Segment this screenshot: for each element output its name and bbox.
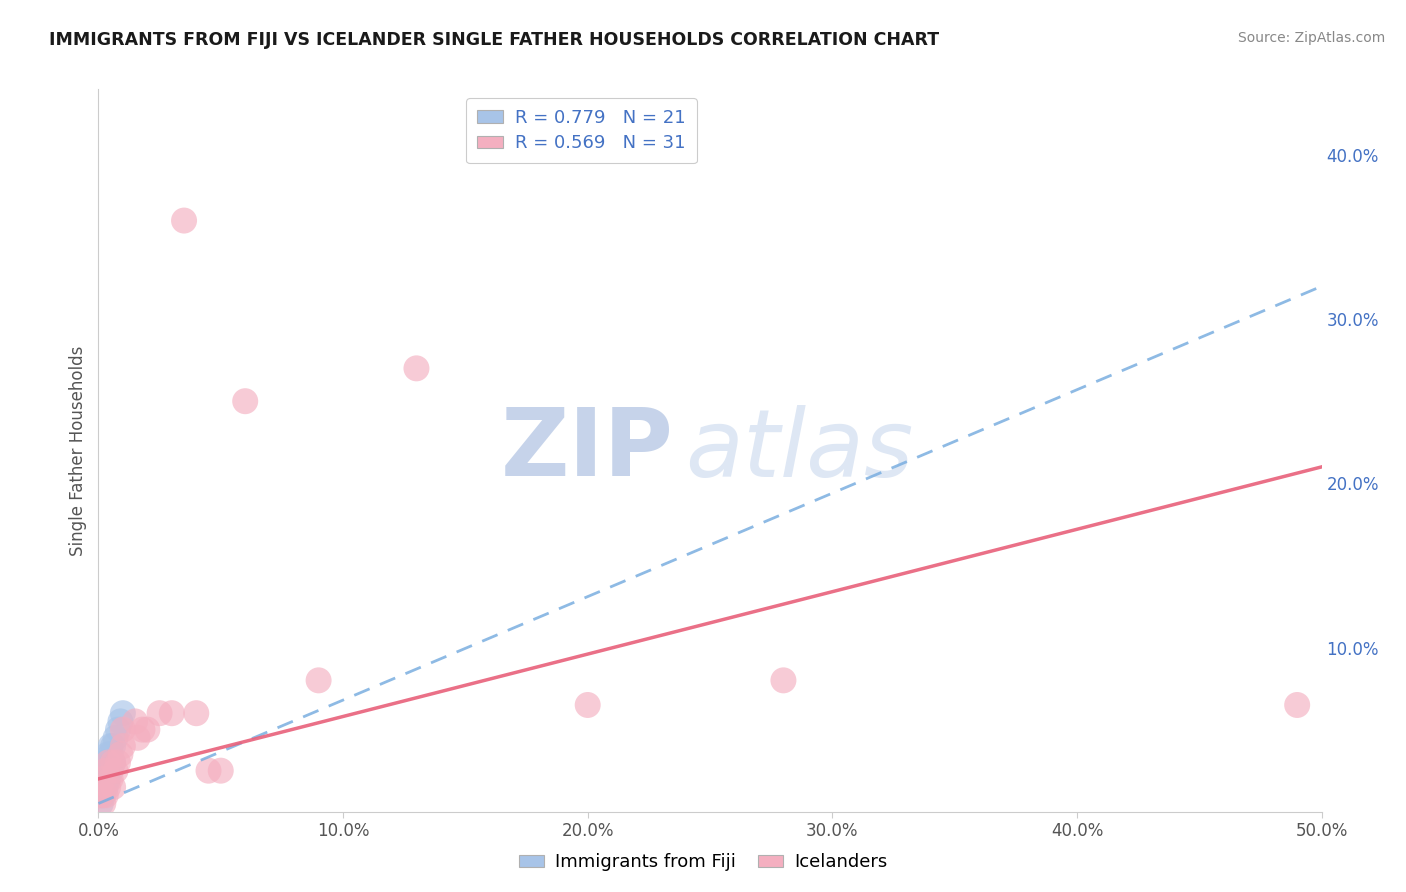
Y-axis label: Single Father Households: Single Father Households <box>69 345 87 556</box>
Point <box>100 747 122 762</box>
Point <box>101 756 124 770</box>
Point <box>772 673 794 688</box>
Point <box>233 394 256 409</box>
Point <box>124 714 146 729</box>
Point <box>110 747 132 762</box>
Point <box>90 789 112 803</box>
Point <box>576 698 599 712</box>
Point <box>149 706 172 721</box>
Point <box>197 764 219 778</box>
Point <box>100 772 122 786</box>
Point <box>94 756 117 770</box>
Text: Source: ZipAtlas.com: Source: ZipAtlas.com <box>1237 31 1385 45</box>
Point <box>111 739 134 753</box>
Point <box>94 780 117 794</box>
Point <box>107 756 129 770</box>
Point <box>97 756 120 770</box>
Legend: Immigrants from Fiji, Icelanders: Immigrants from Fiji, Icelanders <box>512 847 894 879</box>
Point <box>101 780 124 794</box>
Point <box>97 747 120 762</box>
Point <box>91 772 114 786</box>
Point <box>104 731 127 745</box>
Point <box>131 723 153 737</box>
Point <box>97 756 120 770</box>
Point <box>100 739 122 753</box>
Point <box>90 797 112 811</box>
Text: atlas: atlas <box>686 405 914 496</box>
Point <box>91 772 114 786</box>
Point <box>94 764 117 778</box>
Point <box>209 764 232 778</box>
Point <box>308 673 330 688</box>
Point <box>111 723 134 737</box>
Point <box>100 764 122 778</box>
Legend: R = 0.779   N = 21, R = 0.569   N = 31: R = 0.779 N = 21, R = 0.569 N = 31 <box>467 98 697 163</box>
Point <box>186 706 208 721</box>
Point <box>160 706 183 721</box>
Point <box>1286 698 1309 712</box>
Point <box>94 764 117 778</box>
Text: IMMIGRANTS FROM FIJI VS ICELANDER SINGLE FATHER HOUSEHOLDS CORRELATION CHART: IMMIGRANTS FROM FIJI VS ICELANDER SINGLE… <box>49 31 939 49</box>
Point <box>405 361 427 376</box>
Point <box>111 706 134 721</box>
Point <box>91 789 114 803</box>
Point <box>101 739 124 753</box>
Point <box>90 780 112 794</box>
Point <box>91 764 114 778</box>
Point <box>107 723 129 737</box>
Point <box>101 756 124 770</box>
Point <box>173 213 195 227</box>
Point <box>94 789 117 803</box>
Point <box>104 764 127 778</box>
Point <box>97 772 120 786</box>
Text: ZIP: ZIP <box>501 404 673 497</box>
Point <box>136 723 159 737</box>
Point <box>127 731 149 745</box>
Point <box>97 780 120 794</box>
Point <box>110 714 132 729</box>
Point <box>90 789 112 803</box>
Point <box>91 797 114 811</box>
